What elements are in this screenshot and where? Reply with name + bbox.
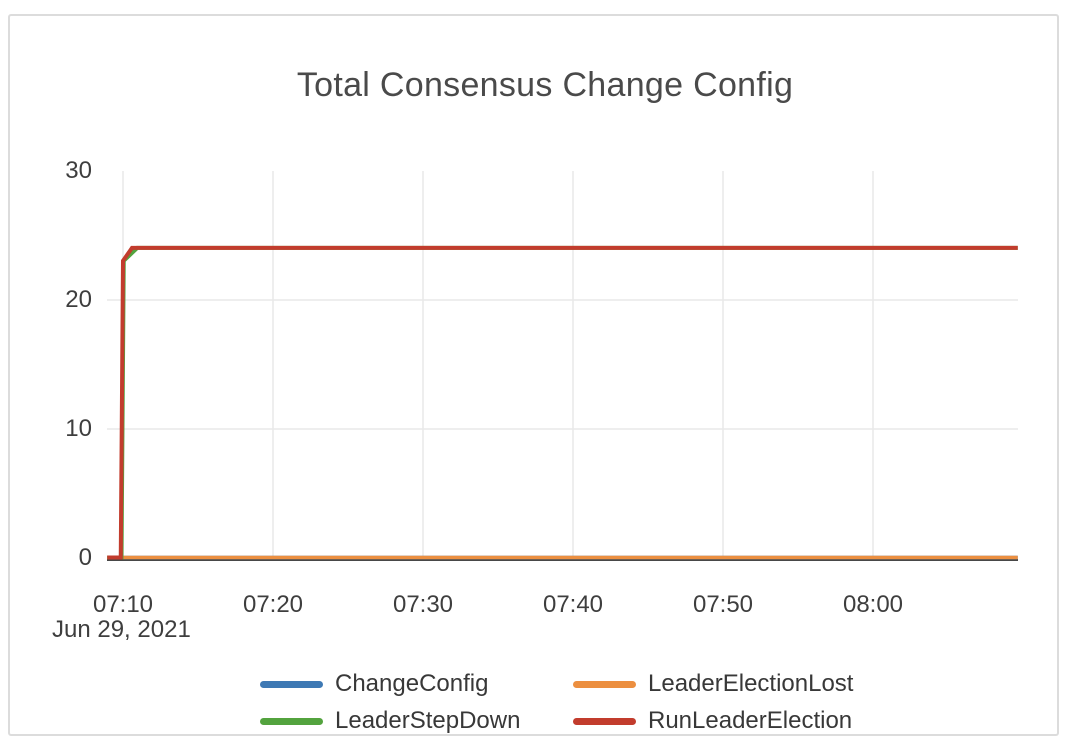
legend-label: LeaderStepDown [335,707,521,734]
chart-card: Total Consensus Change Config 30 20 10 0… [8,14,1059,736]
chart-title: Total Consensus Change Config [296,66,794,104]
legend-item-leaderstepdown[interactable]: LeaderStepDown [260,707,520,735]
legend-label: RunLeaderElection [648,707,853,734]
y-axis-tick-0: 0 [78,544,92,571]
x-axis-date-label: Jun 29, 2021 [52,616,191,643]
changeconfig-line-swatch-icon [260,680,323,688]
chart-legend: ChangeConfig LeaderElectionLost LeaderSt… [10,16,1070,748]
legend-item-runleaderelection[interactable]: RunLeaderElection [573,707,852,735]
x-axis-tick-0710: 07:10 [92,591,154,618]
x-axis-tick-0800: 08:00 [842,591,904,618]
y-axis-tick-10: 10 [65,415,92,442]
x-axis-tick-0750: 07:50 [692,591,754,618]
legend-label: ChangeConfig [335,670,489,697]
legend-item-changeconfig[interactable]: ChangeConfig [260,670,488,698]
y-axis-tick-30: 30 [65,157,92,184]
series-line-LeaderStepDown [107,245,1018,560]
plot-area[interactable] [10,16,1070,748]
x-axis-tick-0730: 07:30 [392,591,454,618]
x-axis-tick-0720: 07:20 [242,591,304,618]
legend-item-leaderelectionlost[interactable]: LeaderElectionLost [573,670,853,698]
series-line-RunLeaderElection [107,245,1018,560]
leaderelectionlost-line-swatch-icon [573,680,636,688]
runleaderelection-line-swatch-icon [573,717,636,725]
x-axis-tick-0740: 07:40 [542,591,604,618]
legend-label: LeaderElectionLost [648,670,854,697]
y-axis-tick-20: 20 [65,286,92,313]
leaderstepdown-line-swatch-icon [260,717,323,725]
